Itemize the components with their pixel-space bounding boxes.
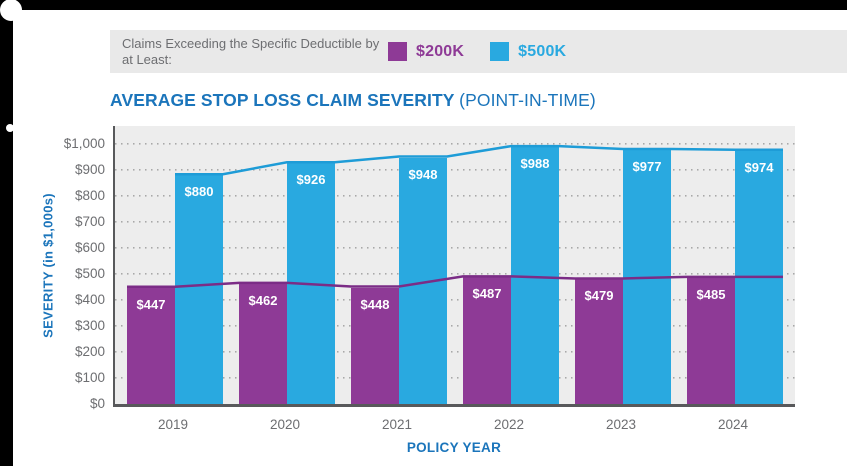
y-tick-label: $500 xyxy=(74,266,105,281)
top-border xyxy=(0,0,847,10)
chart-title-main: AVERAGE STOP LOSS CLAIM SEVERITY xyxy=(110,90,455,110)
y-tick-label: $400 xyxy=(74,292,105,307)
bar-value-label: $974 xyxy=(744,159,774,175)
bar-200k-2020 xyxy=(239,283,287,404)
legend-caption: Claims Exceeding the Specific Deductible… xyxy=(122,35,380,67)
y-tick-label: $200 xyxy=(74,344,105,359)
legend-item-200k: $200K xyxy=(388,42,464,61)
bar-value-label: $487 xyxy=(472,286,502,302)
legend: Claims Exceeding the Specific Deductible… xyxy=(110,30,847,73)
gridline xyxy=(115,169,795,171)
y-tick-label: $0 xyxy=(89,396,105,411)
chart-title-suffix: (POINT-IN-TIME) xyxy=(459,90,596,110)
bar-500k-2024 xyxy=(735,150,783,404)
bar-value-label: $988 xyxy=(520,156,550,172)
legend-item-label: $200K xyxy=(416,42,465,60)
bar-200k-2024 xyxy=(687,277,735,404)
bar-value-label: $926 xyxy=(296,172,326,188)
bar-200k-2021 xyxy=(351,287,399,404)
y-tick-label: $600 xyxy=(74,240,105,255)
gridline xyxy=(115,273,795,275)
bar-500k-2023 xyxy=(623,149,671,404)
bar-value-label: $447 xyxy=(136,296,166,312)
legend-swatch-icon xyxy=(490,42,510,61)
bar-value-label: $448 xyxy=(360,296,390,312)
gridline xyxy=(115,143,795,145)
gridline xyxy=(115,247,795,249)
bar-500k-2020 xyxy=(287,163,335,404)
gridline xyxy=(115,351,795,353)
y-tick-label: $300 xyxy=(74,318,105,333)
bar-value-label: $977 xyxy=(632,158,662,174)
y-tick-label: $1,000 xyxy=(63,136,105,151)
gridline xyxy=(115,325,795,327)
x-axis-title: POLICY YEAR xyxy=(406,440,502,455)
bar-500k-2021 xyxy=(399,157,447,404)
x-tick-label-2019: 2019 xyxy=(157,417,189,432)
gridline xyxy=(115,377,795,379)
x-tick-label-2023: 2023 xyxy=(605,417,637,432)
gridline xyxy=(115,221,795,223)
bar-200k-2019 xyxy=(127,287,175,404)
chart-title: AVERAGE STOP LOSS CLAIM SEVERITY (POINT-… xyxy=(110,90,596,111)
bar-value-label: $880 xyxy=(184,184,214,200)
x-tick-label-2024: 2024 xyxy=(717,417,749,432)
decor-circle-large xyxy=(0,0,22,21)
bar-value-label: $948 xyxy=(408,166,438,182)
x-tick-label-2020: 2020 xyxy=(269,417,301,432)
bar-value-label: $479 xyxy=(584,288,614,304)
y-tick-label: $800 xyxy=(74,188,105,203)
legend-swatch-icon xyxy=(388,42,407,61)
bar-value-label: $485 xyxy=(696,286,726,302)
bar-500k-2022 xyxy=(511,147,559,404)
legend-items: $200K $500K xyxy=(388,42,566,61)
legend-item-500k: $500K xyxy=(490,42,566,61)
plot-area: $447 $462 $448 $487 $479 $485 $880 $926 $948 $988… xyxy=(113,126,795,407)
x-tick-label-2021: 2021 xyxy=(381,417,413,432)
gridline xyxy=(115,195,795,197)
bar-200k-2022 xyxy=(463,277,511,404)
gridline xyxy=(115,299,795,301)
bar-value-label: $462 xyxy=(248,292,278,308)
decor-circle-small xyxy=(6,124,14,132)
bar-200k-2023 xyxy=(575,279,623,404)
x-tick-label-2022: 2022 xyxy=(493,417,525,432)
y-tick-label: $100 xyxy=(74,370,105,385)
legend-item-label: $500K xyxy=(518,42,567,60)
bar-500k-2019 xyxy=(175,175,223,404)
left-border xyxy=(0,0,13,466)
y-tick-label: $700 xyxy=(74,214,105,229)
y-tick-label: $900 xyxy=(74,162,105,177)
trend-line-200k xyxy=(127,275,783,289)
